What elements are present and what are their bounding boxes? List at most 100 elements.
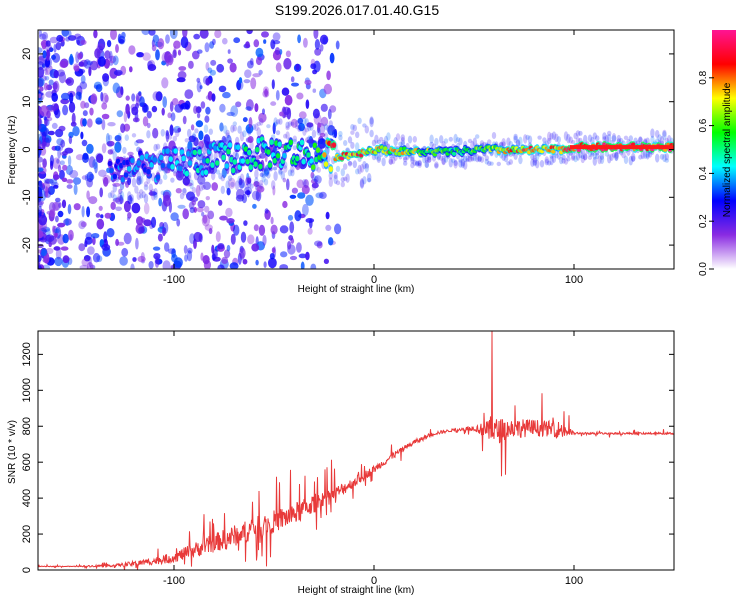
ridge-core [205,158,210,164]
halo-blob [338,130,343,137]
noise-blob [208,227,213,235]
halo-blob [355,168,360,175]
noise-blob [52,82,58,90]
halo-blob [350,124,355,131]
noise-blob [193,33,201,40]
noise-blob [96,43,105,50]
noise-blob [71,112,76,125]
noise-blob [101,243,111,251]
noise-blob [150,216,157,228]
halo-blob [129,197,134,205]
noise-blob [187,140,193,152]
halo-blob [381,157,386,167]
noise-blob [305,251,310,261]
halo-blob [590,152,595,157]
noise-blob [115,44,119,53]
halo-blob [451,158,456,163]
noise-blob [310,171,315,179]
halo-blob [424,159,429,169]
halo-blob [232,125,237,132]
y-tick-label: 400 [21,489,33,507]
halo-blob [602,136,607,142]
ridge-core [339,156,345,161]
noise-blob [41,31,49,41]
noise-blob [205,77,211,86]
noise-blob [258,69,263,75]
halo-blob [220,185,225,195]
noise-blob [55,42,62,51]
noise-blob [93,30,98,39]
noise-blob [44,178,54,184]
halo-blob [110,190,115,199]
y-tick-label: 10 [21,96,33,108]
noise-blob [242,258,248,265]
noise-blob [112,197,121,203]
halo-blob [441,158,446,166]
noise-blob [115,196,124,205]
ridge-core [247,149,252,156]
noise-blob [51,181,59,188]
noise-blob [317,122,322,128]
noise-blob [86,262,94,269]
noise-blob [89,107,94,116]
halo-blob [131,133,137,138]
noise-blob [101,113,110,120]
noise-blob [169,124,174,136]
noise-blob [62,104,69,116]
ridge-core [245,158,250,165]
noise-blob [287,241,292,250]
snr-x-ticks: -100 0 100 [163,331,583,587]
halo-blob [362,176,367,185]
halo-blob [578,130,583,136]
ridge-core [328,166,333,172]
halo-blob [107,141,113,148]
colorbar-tick-label: 0.2 [698,214,709,228]
noise-blob [222,37,228,45]
noise-blob [215,231,221,243]
halo-blob [362,123,367,128]
halo-blob [347,161,353,167]
noise-blob [65,77,74,86]
halo-blob [506,161,511,166]
noise-blob [247,136,254,143]
noise-blob [82,153,89,163]
noise-blob [54,145,61,151]
noise-blob [57,210,64,218]
noise-blob [314,48,322,56]
noise-blob [62,150,68,156]
noise-blob [74,33,82,39]
noise-blob [80,131,84,140]
noise-blob [118,35,126,45]
noise-blob [131,106,139,116]
noise-blob [81,205,85,218]
noise-blob [72,126,80,137]
halo-blob [153,188,158,198]
halo-blob [369,116,374,125]
ridge-core [226,148,231,155]
noise-blob [38,93,42,99]
noise-blob [155,91,163,102]
halo-blob [218,173,223,180]
noise-blob [288,235,294,241]
halo-blob [427,156,432,163]
halo-blob [475,134,480,139]
halo-blob [345,173,350,183]
halo-blob [124,134,129,141]
noise-blob [161,60,167,66]
noise-blob [264,88,268,97]
ridge-core [312,142,317,149]
noise-blob [177,49,182,56]
halo-blob [453,160,458,167]
halo-blob [484,158,489,165]
halo-blob [316,167,321,173]
ridge-core [235,144,241,150]
halo-blob [242,130,247,138]
noise-blob [42,50,47,59]
colorbar-ticks: 0.0 0.2 0.4 0.6 0.8 [698,70,714,276]
noise-blob [246,189,250,198]
noise-blob [84,174,89,182]
ridge-core [266,149,271,155]
noise-blob [193,105,198,115]
noise-blob [127,212,132,219]
halo-blob [662,130,667,141]
